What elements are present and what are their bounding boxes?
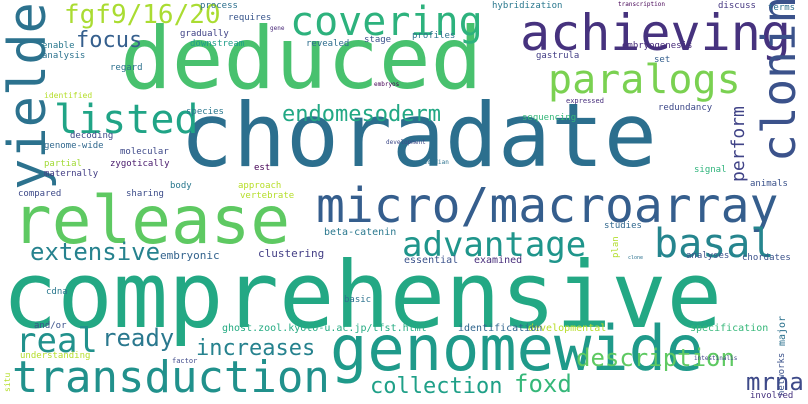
word-zygotically: zygotically [110,159,170,169]
word-genome-wide: genome-wide [44,141,104,151]
word-endomesoderm: endomesoderm [282,102,441,127]
word-embryos: embryos [374,81,400,88]
word-plan: plan [611,236,621,258]
word-vertebrate: vertebrate [240,191,295,201]
word-choradate: choradate [180,84,657,187]
word-extensive: extensive [30,238,161,266]
word-gene: gene [270,25,285,32]
word-analyses: analyses [686,251,730,261]
word-ascidian: ascidian [420,159,449,166]
word-intestinalis: intestinalis [694,355,738,362]
word-involved: involved [750,391,794,401]
word-gastrula: gastrula [536,51,580,61]
word-approach: approach [238,181,282,191]
word-deduced: deduced [120,9,483,109]
word-understanding: understanding [20,351,91,361]
word-chordates: chordates [742,253,791,263]
word-covering: covering [290,0,483,45]
word-expressed: expressed [566,97,604,105]
word-paralogs: paralogs [548,57,741,103]
word-specification: specification [690,323,769,334]
word-mrna: mrna [746,368,804,396]
word-essential: essential [404,255,459,266]
word-discuss: discuss [718,1,756,11]
word-decoding: decoding [70,131,114,141]
word-compared: compared [18,189,62,199]
word-networks: networks [777,352,787,396]
word-real: real [16,321,98,361]
word-hybridization: hybridization [492,1,563,11]
word-foxd: foxd [514,370,572,398]
word-micro-macroarray: micro/macroarray [316,178,779,234]
word-clustering: clustering [258,247,325,260]
word-identification: identification [458,323,543,334]
word-studies: studies [604,221,642,231]
word-gradually: gradually [180,29,229,39]
word-factor: factor [172,357,198,365]
word-advantage: advantage [402,225,587,265]
word-examined: examined [474,255,523,266]
word-basal: basal [654,221,775,267]
word-cdna: cdna [46,287,68,297]
word-ready: ready [102,324,175,352]
word-comprehensive: comprehensive [2,242,723,349]
word-signal: signal [694,165,727,175]
word-release: release [12,182,291,259]
word-perform: perform [728,106,749,182]
word-embryogenesis: embryogenesis [622,41,693,51]
word-terms: terms [768,3,796,13]
word-sequencing: sequencing [522,113,577,123]
word-process: process [200,1,238,11]
word-embryonic: embryonic [160,249,220,262]
word-regard: regard [110,63,143,73]
word-animals: animals [750,179,788,189]
word-basic: basic [344,295,372,305]
word-molecular: molecular [120,147,169,157]
word-situ: situ [3,372,12,392]
word-requires: requires [228,13,272,23]
word-species: species [186,107,224,117]
word-increases: increases [196,336,316,361]
word-focus: focus [76,28,143,53]
word-beta-catenin: beta-catenin [324,227,397,238]
word-profiles: profiles [412,31,456,41]
word-redundancy: redundancy [658,103,713,113]
word-stage: stage [364,35,392,45]
word-est: est [254,163,271,173]
word-transcription: transcription [618,1,665,8]
word-revealed: revealed [306,39,350,49]
word-and-or: and/or [34,321,67,331]
word-analysis: analysis [42,51,86,61]
word-development: development [386,139,426,146]
word-collection: collection [370,374,503,399]
word-major: major [777,315,788,346]
word-sharing: sharing [126,189,164,199]
word-ghost: ghost.zool.kyoto-u.ac.jp/tfst.html [222,323,427,334]
word-transduction: transduction [12,352,330,403]
word-description: description [576,344,735,372]
word-downstream: downstream [190,39,245,49]
word-enable: enable [42,41,75,51]
word-achieving: achieving [520,4,791,62]
word-developmental: developmental [528,323,607,334]
word-body: body [170,181,192,191]
word-maternally: maternally [44,169,99,179]
word-clone: clone [628,255,644,261]
word-genomewide: genomewide [330,312,704,385]
word-partial: partial [44,159,82,169]
word-fgf9-16-20: fgf9/16/20 [64,0,221,30]
word-cloning: cloning [752,0,806,162]
word-set: set [654,55,671,65]
word-identified: identified [44,91,93,100]
word-listed: listed [54,97,199,143]
